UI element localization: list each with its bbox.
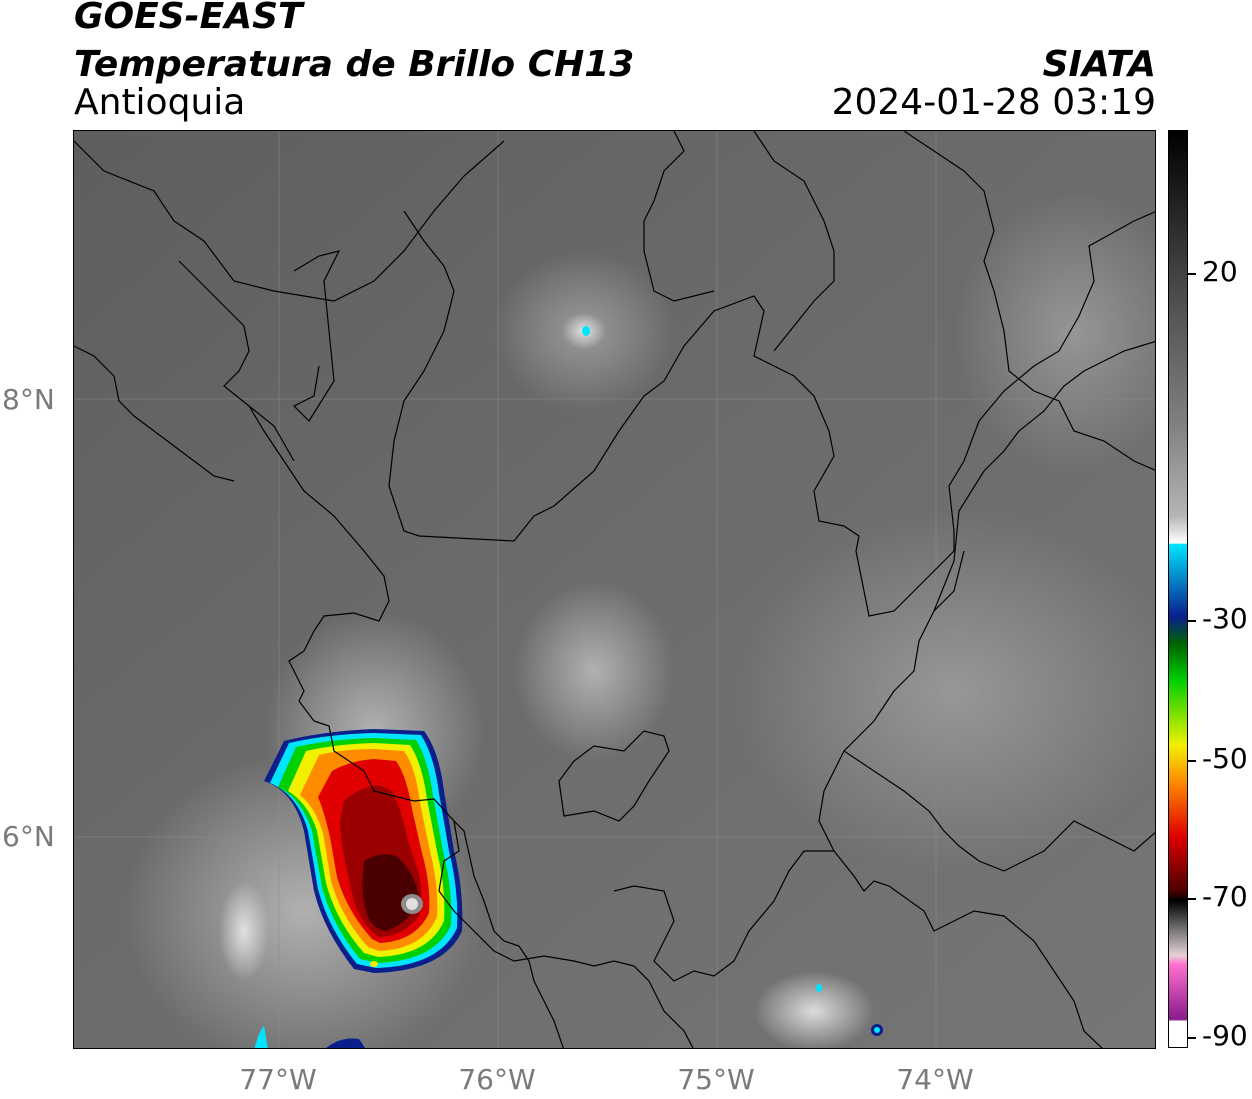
colorbar-tick <box>1188 760 1196 762</box>
department-border <box>933 340 1155 612</box>
lon-label: 75°W <box>677 1063 755 1096</box>
coastline <box>292 250 341 422</box>
product-title: Temperatura de Brillo CH13 <box>74 44 635 85</box>
coastline <box>178 260 295 462</box>
boundaries <box>74 131 1155 1048</box>
lon-label: 76°W <box>458 1063 536 1096</box>
colorbar-label: -50 <box>1202 742 1248 775</box>
department-border <box>633 965 694 1048</box>
colorbar-label: 20 <box>1202 255 1238 288</box>
department-border <box>753 131 835 352</box>
department-border <box>843 750 1155 872</box>
cold-spot <box>874 1027 880 1033</box>
organization-label: SIATA <box>1042 44 1156 85</box>
colorbar-label: -90 <box>1202 1019 1248 1052</box>
cloud-haze <box>954 191 1155 471</box>
colorbar-tick <box>1188 273 1196 275</box>
satellite-map[interactable] <box>73 130 1156 1049</box>
colorbar-label: -70 <box>1202 880 1248 913</box>
cold-spot <box>816 984 822 992</box>
department-border <box>818 550 965 852</box>
department-border <box>248 405 564 1048</box>
cold-spot <box>582 326 590 336</box>
department-border <box>438 820 635 967</box>
lon-label: 77°W <box>239 1063 317 1096</box>
colorbar-tick <box>1188 1037 1196 1039</box>
cold-spot <box>254 1026 268 1048</box>
lon-label: 74°W <box>896 1063 974 1096</box>
cloud-haze <box>734 511 1155 871</box>
department-border <box>903 131 1155 471</box>
lat-label: 6°N <box>2 820 55 853</box>
coastline <box>74 345 235 482</box>
lat-label: 8°N <box>2 383 55 416</box>
datetime-label: 2024-01-28 03:19 <box>831 82 1156 123</box>
department-border <box>558 730 670 822</box>
cold-spot <box>326 1038 365 1048</box>
satellite-title: GOES-EAST <box>74 0 303 37</box>
coastline <box>74 140 505 302</box>
storm-cell <box>264 729 463 973</box>
cloud-haze <box>514 581 674 761</box>
cloud-haze <box>219 881 269 981</box>
colorbar-tick <box>1188 620 1196 622</box>
department-border <box>643 131 715 302</box>
department-border <box>388 210 1155 617</box>
region-label: Antioquia <box>74 82 246 123</box>
cloud-haze <box>754 971 874 1048</box>
colorbar-label: -30 <box>1202 602 1248 635</box>
colorbar-tick <box>1188 898 1196 900</box>
colorbar <box>1168 130 1188 1048</box>
